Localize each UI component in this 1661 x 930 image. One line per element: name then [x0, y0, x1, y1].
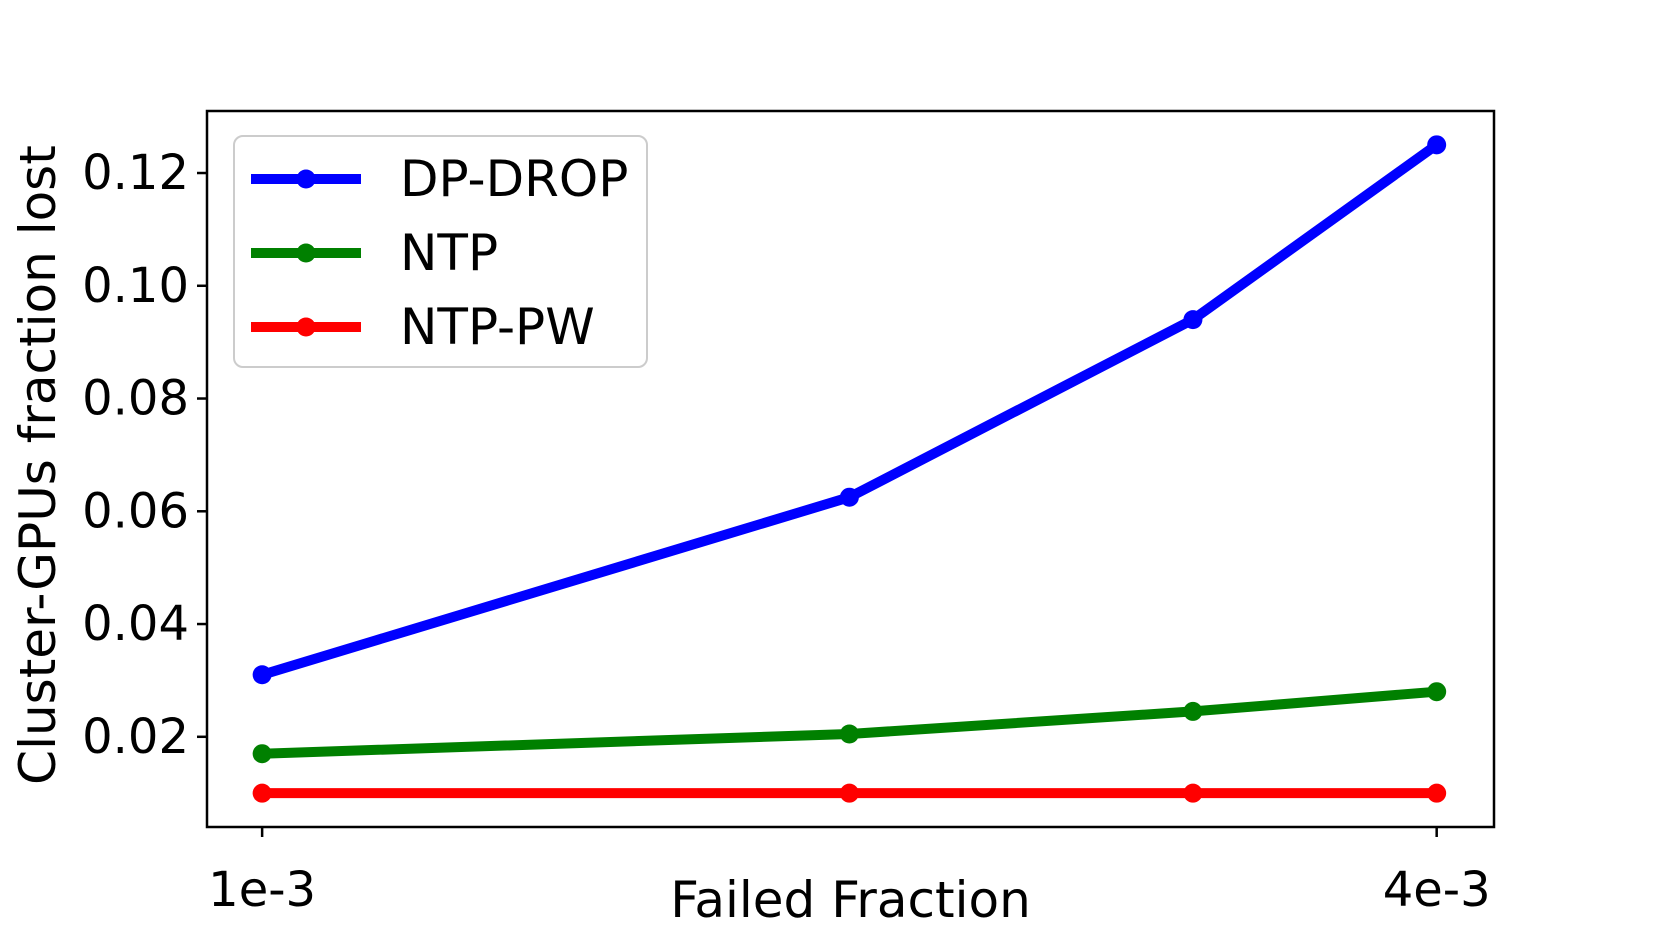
data-point-dp-drop [252, 665, 272, 685]
y-axis-title: Cluster-GPUs fraction lost [9, 145, 67, 785]
data-point-ntp-pw [252, 783, 272, 803]
x-tick-label: 1e-3 [208, 862, 316, 918]
legend: DP-DROP NTP NTP-PW [233, 135, 648, 368]
y-tick-label: 0.02 [82, 709, 189, 765]
y-tick-label: 0.12 [82, 145, 189, 201]
data-point-ntp [839, 724, 859, 744]
x-axis-title: Failed Fraction [670, 871, 1031, 929]
legend-line-sample [251, 317, 361, 337]
data-point-ntp [1427, 682, 1447, 702]
legend-sample-marker [296, 169, 316, 189]
data-point-ntp [1183, 701, 1203, 721]
legend-label: NTP [400, 224, 499, 282]
data-point-dp-drop [1427, 135, 1447, 155]
data-point-dp-drop [1183, 310, 1203, 330]
y-tick-label: 0.08 [82, 371, 189, 427]
data-point-dp-drop [839, 487, 859, 507]
legend-entry-ntp-pw: NTP-PW [250, 290, 646, 364]
x-tick-label: 4e-3 [1383, 862, 1491, 918]
legend-sample-marker [296, 317, 316, 337]
legend-line-sample [251, 169, 361, 189]
data-point-ntp-pw [1183, 783, 1203, 803]
legend-label: DP-DROP [400, 150, 629, 208]
axes-frame [205, 109, 1496, 829]
legend-line-sample [251, 243, 361, 263]
y-tick-label: 0.04 [82, 596, 189, 652]
legend-entry-dp-drop: DP-DROP [250, 142, 646, 216]
data-point-ntp-pw [1427, 783, 1447, 803]
series-line-dp-drop [260, 140, 1440, 680]
legend-entry-ntp: NTP [250, 216, 646, 290]
legend-sample-marker [296, 243, 316, 263]
data-point-ntp-pw [839, 783, 859, 803]
y-tick-label: 0.06 [82, 483, 189, 539]
legend-label: NTP-PW [400, 298, 595, 356]
series-line-ntp [261, 686, 1438, 759]
data-point-ntp [252, 744, 272, 764]
y-tick-label: 0.10 [82, 258, 189, 314]
